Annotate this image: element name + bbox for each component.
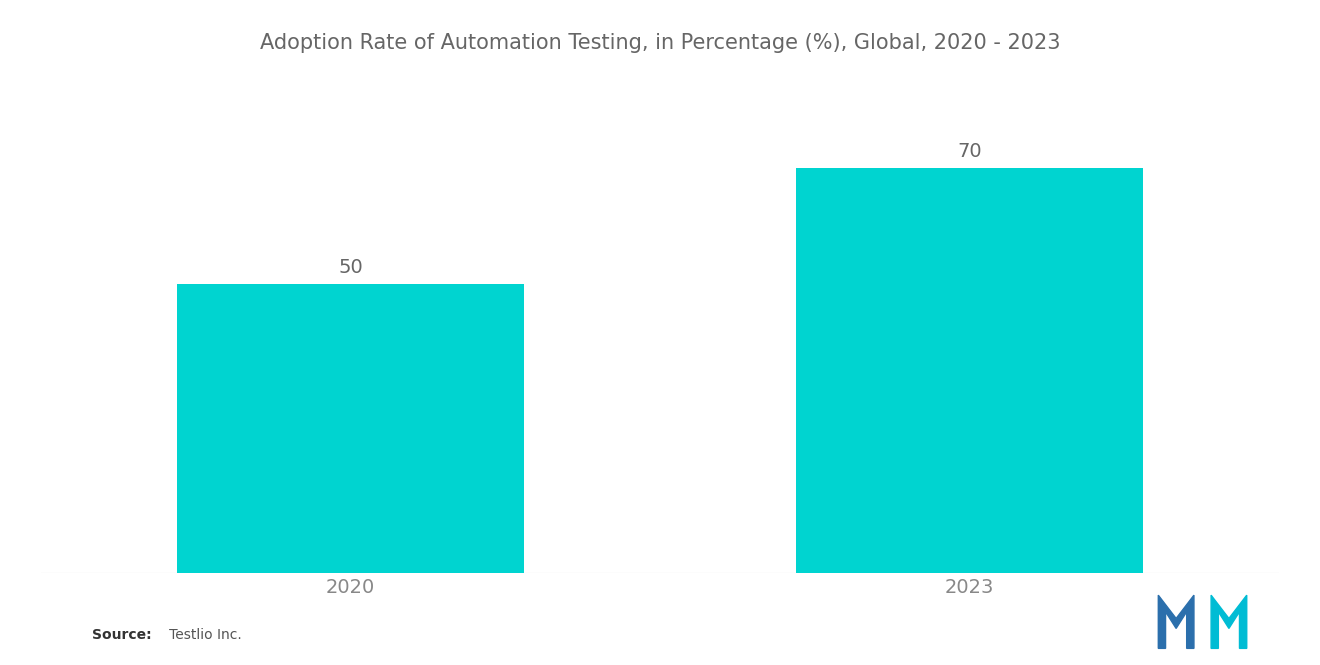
Text: Testlio Inc.: Testlio Inc. bbox=[156, 628, 242, 642]
Text: Adoption Rate of Automation Testing, in Percentage (%), Global, 2020 - 2023: Adoption Rate of Automation Testing, in … bbox=[260, 33, 1060, 53]
Polygon shape bbox=[1159, 595, 1195, 648]
Bar bbox=[796, 168, 1143, 573]
Text: Source:: Source: bbox=[92, 628, 152, 642]
Polygon shape bbox=[1212, 595, 1246, 648]
Bar bbox=[177, 284, 524, 573]
Text: 50: 50 bbox=[338, 258, 363, 277]
Text: 70: 70 bbox=[957, 142, 982, 162]
